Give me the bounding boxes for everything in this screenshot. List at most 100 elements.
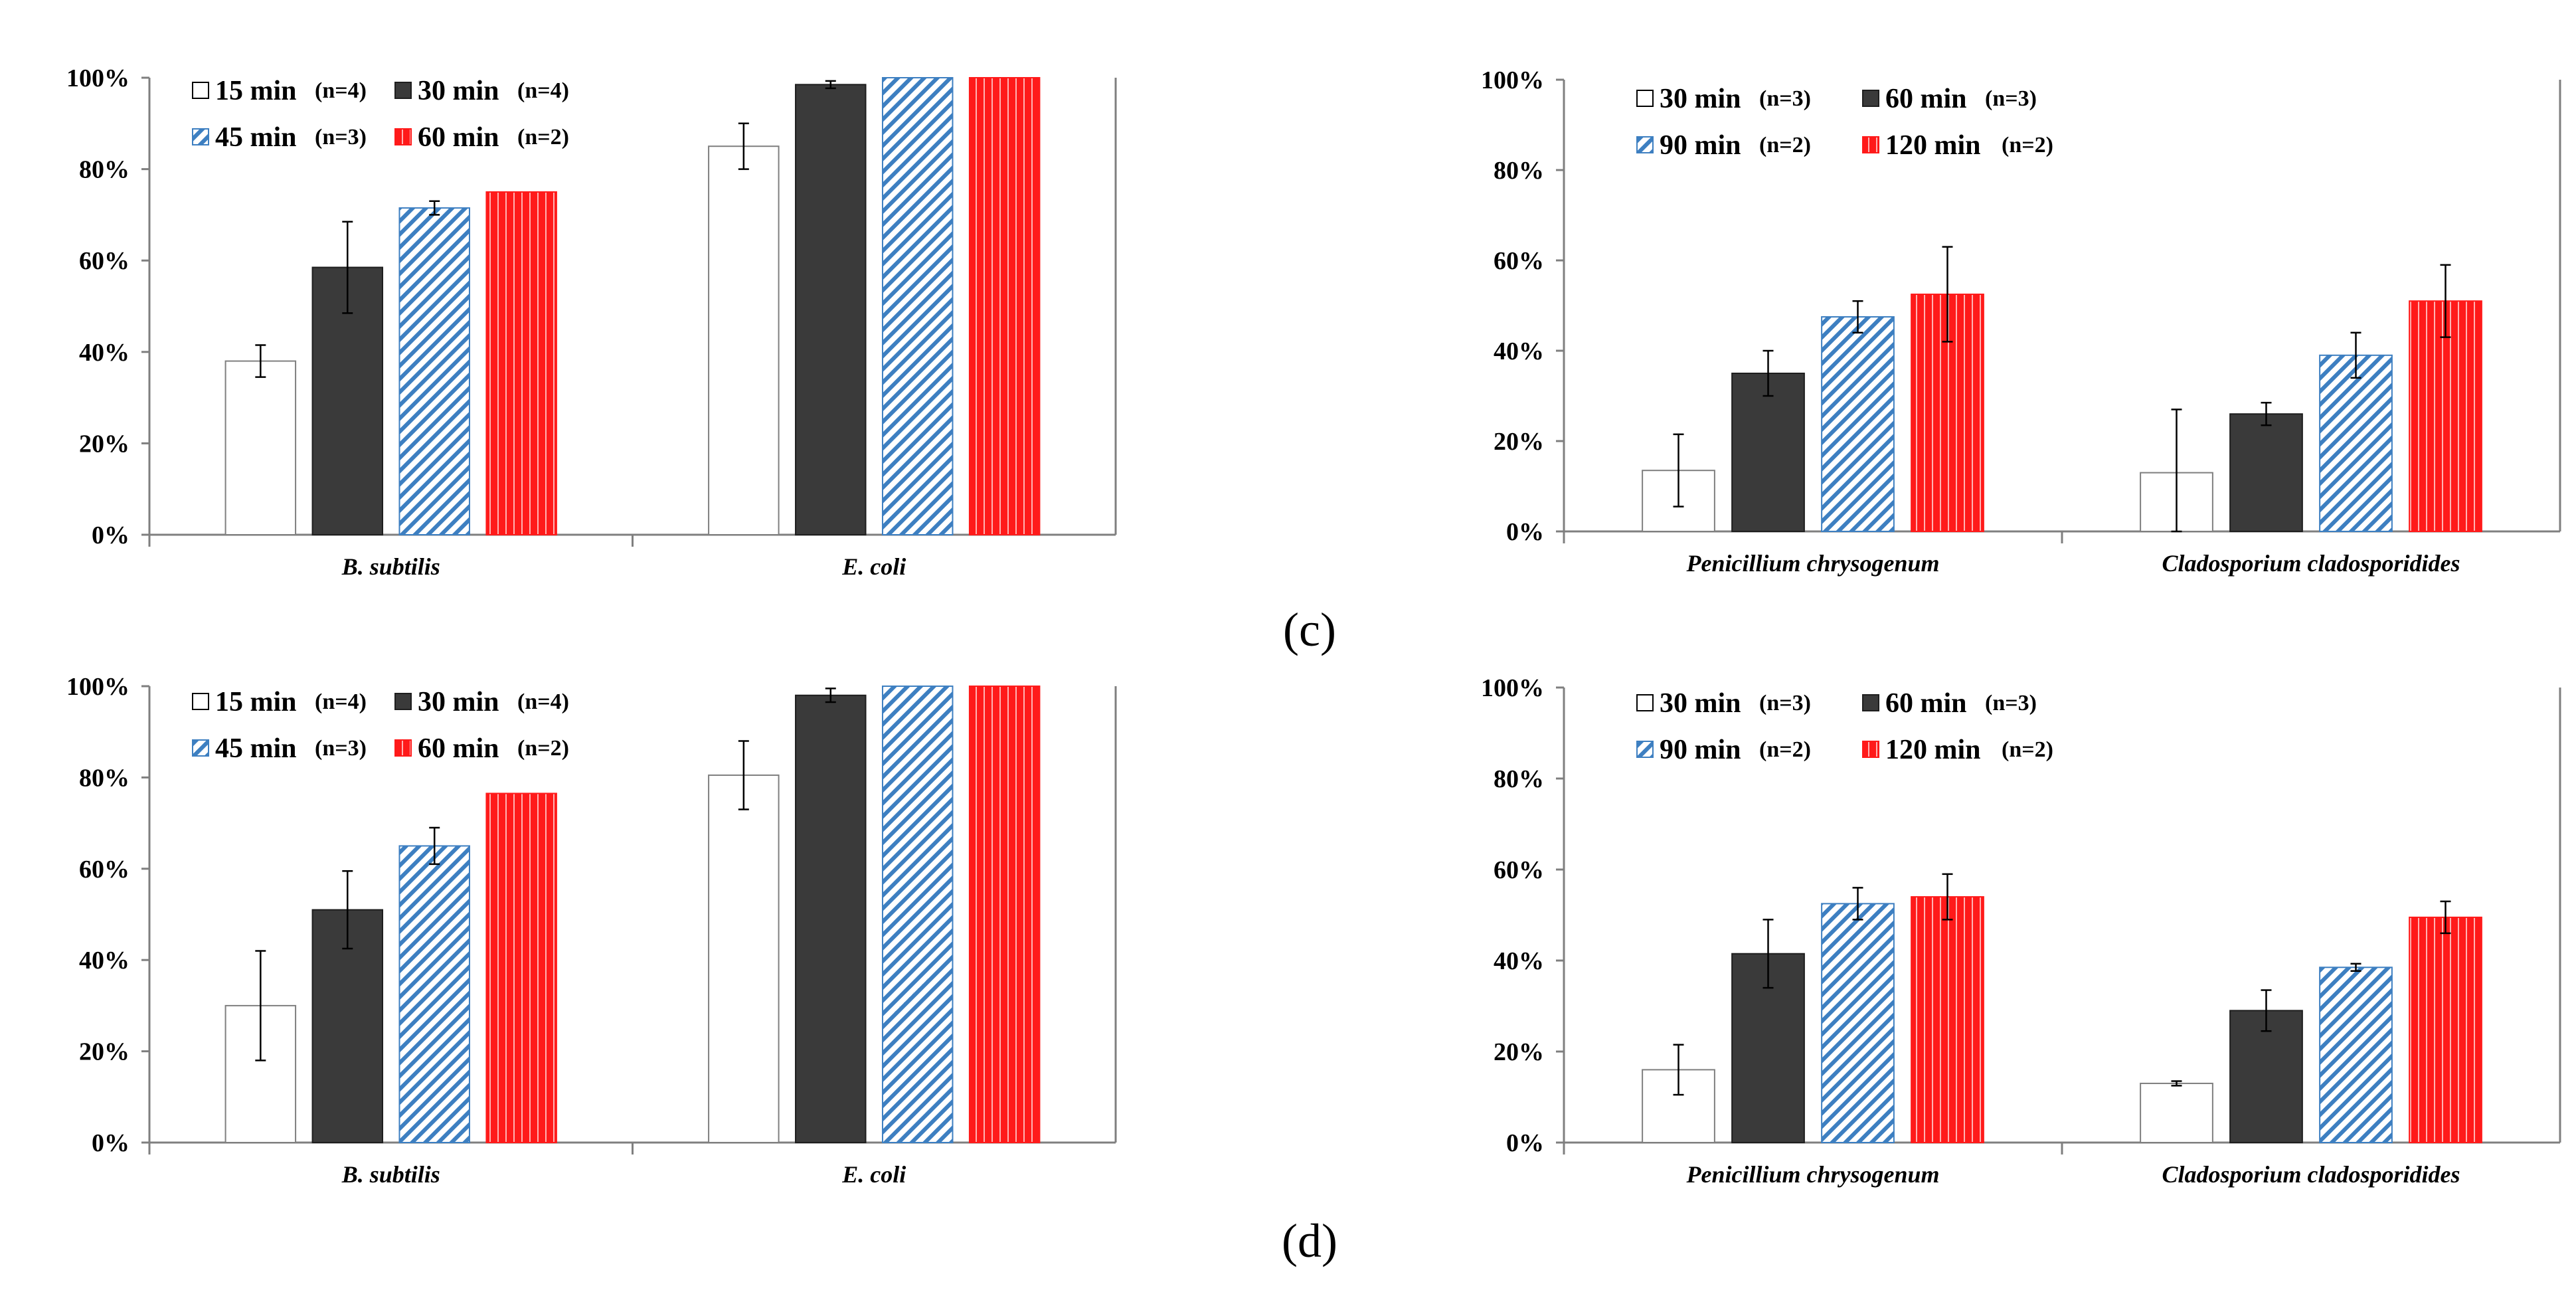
y-tick-label: 0% (1506, 518, 1544, 546)
bar-dark (2229, 1010, 2303, 1143)
bar-blue (2319, 354, 2393, 532)
y-tick-label: 20% (79, 430, 129, 458)
y-tick-label: 100% (1481, 674, 1544, 702)
chart-2: 0% 20% 40% 60% 80% 100% B. subtilis E. coli 15 m… (66, 673, 1117, 1188)
legend-swatch-white (192, 82, 209, 99)
chart-1: 0% 20% 40% 60% 80% 100% Penicillium chrysogenu… (1481, 66, 2561, 577)
legend-series-n: (n=3) (1985, 86, 2037, 111)
bar-dark (2229, 413, 2303, 533)
bar-red (485, 792, 557, 1143)
bar-red (968, 77, 1041, 535)
category-label: B. subtilis (341, 1161, 440, 1188)
y-tick-label: 60% (1494, 247, 1544, 275)
bar-white (2140, 1082, 2213, 1143)
y-tick-label: 80% (79, 156, 129, 184)
category-label: Penicillium chrysogenum (1685, 1161, 1939, 1188)
category-label: Cladosporium cladosporidides (2162, 550, 2460, 577)
y-tick-label: 40% (1494, 337, 1544, 365)
legend-series-n: (n=4) (517, 690, 569, 714)
bar-red (1911, 896, 1984, 1143)
legend-series-n: (n=2) (517, 736, 569, 761)
y-tick-label: 20% (79, 1038, 129, 1066)
category-label: Penicillium chrysogenum (1685, 550, 1939, 577)
legend-series-name: 15 min (215, 687, 297, 717)
category-label: E. coli (841, 553, 906, 580)
legend-series-n: (n=3) (1759, 86, 1811, 111)
legend-swatch-dark (1862, 90, 1879, 107)
bar-blue (398, 845, 470, 1143)
legend-series-name: 45 min (215, 122, 297, 153)
bar-dark (795, 84, 867, 535)
legend-series-name: 30 min (418, 687, 499, 717)
legend-swatch-red (1862, 741, 1879, 758)
y-tick-label: 60% (79, 247, 129, 275)
bar-white (224, 360, 297, 535)
legend-series-n: (n=4) (517, 78, 569, 103)
y-tick-label: 40% (1494, 947, 1544, 975)
legend-series-n: (n=4) (315, 78, 367, 103)
legend-series-n: (n=2) (517, 125, 569, 149)
y-tick-label: 40% (79, 339, 129, 367)
legend-series-name: 60 min (1885, 84, 1967, 114)
legend-series-name: 120 min (1885, 735, 1981, 765)
bar-red (485, 191, 557, 535)
bar-dark (1731, 373, 1805, 532)
bar-blue (1821, 316, 1895, 532)
bar-blue (398, 207, 470, 535)
y-tick-label: 0% (92, 1129, 129, 1157)
bar-red (2409, 300, 2482, 532)
legend-series-name: 30 min (1660, 84, 1741, 114)
legend-series-name: 120 min (1885, 130, 1981, 161)
legend-swatch-white (1636, 90, 1654, 107)
legend-series-n: (n=2) (2002, 133, 2053, 157)
legend-series-name: 60 min (418, 733, 499, 764)
bar-blue (2319, 967, 2393, 1144)
legend-swatch-blue (192, 739, 209, 757)
y-tick-label: 20% (1494, 428, 1544, 456)
panel-label-c: (c) (1283, 603, 1336, 656)
legend-swatch-white (192, 693, 209, 710)
legend-swatch-dark (394, 693, 412, 710)
legend-series-n: (n=4) (315, 690, 367, 714)
legend-swatch-red (394, 739, 412, 757)
y-tick-label: 60% (79, 856, 129, 883)
legend-series-n: (n=2) (1759, 737, 1811, 762)
legend-swatch-blue (192, 128, 209, 145)
legend-swatch-dark (394, 82, 412, 99)
bar-blue (881, 77, 954, 535)
chart-3: 0% 20% 40% 60% 80% 100% Penicillium chrysogenu… (1481, 674, 2561, 1188)
legend-series-name: 60 min (1885, 688, 1967, 719)
legend-series-n: (n=2) (1759, 133, 1811, 157)
legend-series-name: 60 min (418, 122, 499, 153)
y-tick-label: 20% (1494, 1038, 1544, 1066)
category-label: B. subtilis (341, 553, 440, 580)
legend-swatch-dark (1862, 694, 1879, 711)
chart-0: 0% 20% 40% 60% 80% 100% B. subtilis E. coli 15 m… (66, 64, 1117, 580)
legend-series-name: 90 min (1660, 130, 1741, 161)
legend-series-name: 45 min (215, 733, 297, 764)
category-label: E. coli (841, 1161, 906, 1188)
bar-blue (1821, 903, 1895, 1143)
bar-white (708, 145, 780, 535)
legend-swatch-red (394, 128, 412, 145)
legend-series-n: (n=2) (2002, 737, 2053, 762)
category-label: Cladosporium cladosporidides (2162, 1161, 2460, 1188)
y-tick-label: 0% (1506, 1129, 1544, 1157)
legend-swatch-red (1862, 136, 1879, 153)
y-tick-label: 80% (1494, 765, 1544, 793)
bar-red (968, 686, 1041, 1143)
y-tick-label: 80% (1494, 157, 1544, 185)
bar-blue (881, 686, 954, 1143)
y-tick-label: 100% (66, 673, 129, 701)
legend-series-name: 15 min (215, 76, 297, 106)
legend-swatch-blue (1636, 741, 1654, 758)
y-tick-label: 40% (79, 947, 129, 974)
legend-series-name: 30 min (1660, 688, 1741, 719)
y-tick-label: 100% (66, 64, 129, 92)
legend-series-n: (n=3) (315, 125, 367, 149)
y-tick-label: 80% (79, 764, 129, 792)
y-tick-label: 60% (1494, 856, 1544, 884)
y-tick-label: 0% (92, 521, 129, 549)
panel-label-d: (d) (1282, 1214, 1337, 1267)
